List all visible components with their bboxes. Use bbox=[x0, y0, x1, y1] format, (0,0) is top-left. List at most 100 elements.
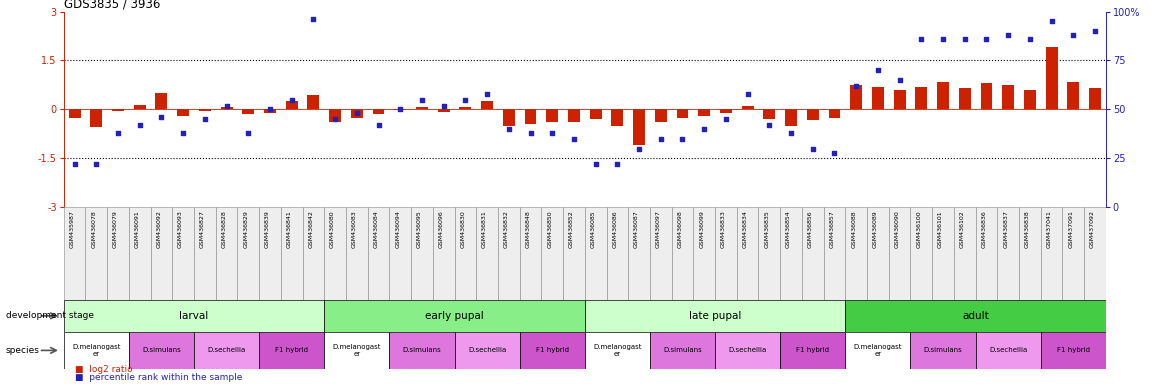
Bar bbox=[416, 108, 428, 109]
Text: GSM436096: GSM436096 bbox=[439, 210, 444, 248]
Text: GSM436099: GSM436099 bbox=[699, 210, 704, 248]
Bar bbox=[454, 207, 476, 300]
Text: D.melanogast
er: D.melanogast er bbox=[593, 344, 642, 357]
Point bbox=[456, 96, 475, 103]
Bar bbox=[177, 109, 189, 116]
Text: GSM436832: GSM436832 bbox=[504, 210, 508, 248]
Bar bbox=[215, 207, 237, 300]
Text: D.melanogast
er: D.melanogast er bbox=[853, 344, 902, 357]
Text: GSM436093: GSM436093 bbox=[178, 210, 183, 248]
Bar bbox=[151, 207, 173, 300]
Bar bbox=[758, 207, 780, 300]
Bar bbox=[324, 332, 389, 369]
Bar bbox=[476, 207, 498, 300]
Point bbox=[543, 130, 562, 136]
Bar bbox=[264, 109, 276, 113]
Bar bbox=[520, 207, 541, 300]
Text: D.sechellia: D.sechellia bbox=[989, 348, 1027, 353]
Point bbox=[695, 126, 713, 132]
Point bbox=[586, 161, 604, 167]
Bar bbox=[155, 93, 168, 109]
Bar bbox=[932, 207, 954, 300]
Bar bbox=[307, 95, 320, 109]
Bar bbox=[433, 207, 454, 300]
Text: development stage: development stage bbox=[6, 311, 94, 320]
Text: GSM436838: GSM436838 bbox=[1025, 210, 1029, 248]
Bar bbox=[694, 207, 714, 300]
Text: GSM436087: GSM436087 bbox=[635, 210, 639, 248]
Text: GSM436852: GSM436852 bbox=[569, 210, 574, 248]
Bar bbox=[1024, 90, 1036, 109]
Text: GSM436857: GSM436857 bbox=[829, 210, 835, 248]
Text: GSM436830: GSM436830 bbox=[461, 210, 466, 248]
Bar bbox=[302, 207, 324, 300]
Bar bbox=[107, 207, 129, 300]
Point bbox=[261, 106, 279, 113]
Bar bbox=[503, 109, 515, 126]
Bar bbox=[698, 109, 710, 116]
Text: GSM436835: GSM436835 bbox=[764, 210, 769, 248]
Point bbox=[521, 130, 540, 136]
Bar bbox=[910, 332, 975, 369]
Bar bbox=[1002, 85, 1014, 109]
Bar bbox=[589, 109, 602, 119]
Bar bbox=[242, 109, 255, 114]
Text: GSM436833: GSM436833 bbox=[721, 210, 726, 248]
Text: GSM436854: GSM436854 bbox=[786, 210, 791, 248]
Point bbox=[913, 36, 931, 42]
Text: GSM436079: GSM436079 bbox=[113, 210, 118, 248]
Bar bbox=[720, 109, 732, 113]
Text: GSM436856: GSM436856 bbox=[808, 210, 813, 248]
Text: D.simulans: D.simulans bbox=[924, 348, 962, 353]
Bar bbox=[845, 332, 910, 369]
Bar bbox=[460, 107, 471, 109]
Bar bbox=[259, 207, 280, 300]
Text: GSM436836: GSM436836 bbox=[982, 210, 987, 248]
Bar bbox=[351, 109, 362, 118]
Text: GSM437092: GSM437092 bbox=[1090, 210, 1095, 248]
Text: adult: adult bbox=[962, 311, 989, 321]
Point bbox=[109, 130, 127, 136]
Point bbox=[999, 32, 1018, 38]
Bar bbox=[237, 207, 259, 300]
Bar bbox=[607, 207, 628, 300]
Bar bbox=[90, 109, 102, 127]
Bar bbox=[676, 109, 689, 118]
Bar bbox=[975, 332, 1041, 369]
Bar bbox=[910, 207, 932, 300]
Bar bbox=[112, 109, 124, 111]
Bar bbox=[1041, 207, 1062, 300]
Bar bbox=[454, 332, 520, 369]
Bar bbox=[129, 332, 193, 369]
Point bbox=[305, 16, 323, 22]
Bar bbox=[64, 207, 86, 300]
Bar bbox=[367, 207, 389, 300]
Text: GSM435987: GSM435987 bbox=[69, 210, 74, 248]
Text: GSM436095: GSM436095 bbox=[417, 210, 422, 248]
Text: GSM437041: GSM437041 bbox=[1047, 210, 1051, 248]
Bar bbox=[394, 109, 406, 111]
Bar bbox=[1068, 82, 1079, 109]
Text: GSM436090: GSM436090 bbox=[895, 210, 900, 248]
Point bbox=[325, 116, 344, 122]
Text: GSM436098: GSM436098 bbox=[677, 210, 682, 248]
Bar bbox=[650, 332, 714, 369]
Bar bbox=[780, 207, 801, 300]
Bar bbox=[280, 207, 302, 300]
Bar bbox=[193, 207, 215, 300]
Text: GSM436841: GSM436841 bbox=[287, 210, 292, 248]
Point bbox=[1064, 32, 1083, 38]
Bar bbox=[541, 207, 563, 300]
Text: D.simulans: D.simulans bbox=[664, 348, 702, 353]
Bar bbox=[981, 83, 992, 109]
Bar bbox=[199, 109, 211, 111]
Bar bbox=[915, 87, 928, 109]
Point bbox=[412, 96, 431, 103]
Text: GDS3835 / 3936: GDS3835 / 3936 bbox=[64, 0, 160, 10]
Bar bbox=[937, 82, 950, 109]
Bar bbox=[563, 207, 585, 300]
Bar bbox=[585, 332, 650, 369]
Bar bbox=[807, 109, 819, 120]
Bar bbox=[324, 300, 585, 332]
Text: GSM436083: GSM436083 bbox=[352, 210, 357, 248]
